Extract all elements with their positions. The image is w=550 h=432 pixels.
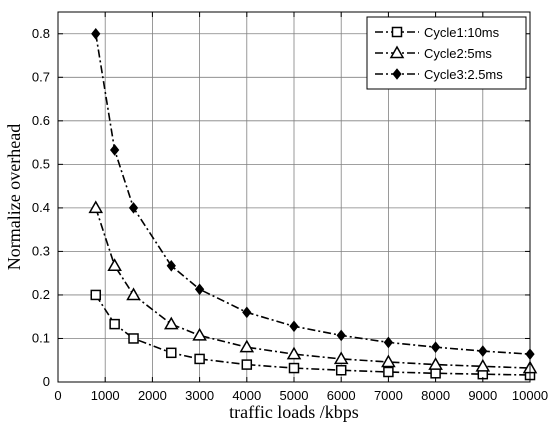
series-markers [88, 27, 538, 381]
x-tick-labels: 0 1000 2000 3000 4000 5000 6000 7000 8000 9000 100… [54, 388, 548, 403]
x-tick-label: 4000 [232, 388, 261, 403]
data-point-square [194, 353, 205, 365]
x-tick-label: 0 [54, 388, 61, 403]
x-axis-label: traffic loads /kbps [229, 402, 359, 422]
data-point-square [166, 347, 177, 359]
data-point-triangle [239, 339, 255, 353]
legend: Cycle1:10ms Cycle2:5ms Cycle3:2.5ms [366, 16, 527, 90]
data-point-square [430, 368, 441, 379]
x-tick-label: 8000 [421, 388, 450, 403]
series-line-2 [94, 207, 531, 369]
y-tick-label: 0.5 [32, 156, 50, 171]
data-point-diamond [289, 320, 299, 333]
data-point-triangle [107, 258, 122, 272]
data-point-triangle [163, 316, 179, 330]
y-tick-label: 0.3 [32, 243, 50, 258]
data-point-triangle [381, 354, 396, 368]
x-tick-label: 5000 [280, 388, 309, 403]
legend-label: Cycle2:5ms [424, 46, 492, 61]
y-tick-label: 0.2 [32, 287, 50, 302]
data-point-triangle [88, 200, 104, 214]
data-point-diamond [242, 306, 252, 319]
data-point-diamond [194, 283, 205, 296]
y-tick-label: 0.6 [32, 113, 50, 128]
x-tick-label: 6000 [327, 388, 356, 403]
data-point-triangle [428, 357, 443, 370]
x-tick-label: 3000 [185, 388, 214, 403]
data-point-diamond [392, 68, 402, 80]
y-tick-labels: 0 0.1 0.2 0.3 0.4 0.5 0.6 0.7 0.8 [32, 26, 50, 389]
data-point-diamond [336, 329, 346, 342]
data-point-triangle [333, 351, 349, 365]
data-point-square [288, 362, 300, 374]
y-tick-label: 0.4 [32, 200, 50, 215]
data-point-diamond [383, 336, 394, 349]
data-point-triangle [475, 358, 491, 372]
data-point-triangle [126, 287, 141, 301]
data-point-diamond [128, 202, 139, 214]
x-tick-label: 9000 [468, 388, 497, 403]
data-point-square [383, 366, 394, 378]
data-point-diamond [430, 341, 441, 353]
y-tick-label: 0.8 [32, 26, 50, 41]
data-point-square [391, 26, 403, 38]
data-point-square [90, 289, 102, 301]
data-point-square [335, 364, 347, 376]
y-tick-label: 0 [43, 374, 50, 389]
data-point-diamond [478, 345, 488, 357]
x-tick-label: 1000 [91, 388, 120, 403]
x-tick-label: 2000 [138, 388, 167, 403]
y-axis-label: Normalize overhead [4, 124, 24, 270]
data-point-triangle [192, 327, 207, 341]
y-tick-label: 0.7 [32, 69, 50, 84]
data-point-triangle [286, 346, 302, 360]
x-tick-label: 10000 [512, 388, 548, 403]
data-point-triangle [389, 45, 405, 59]
series-line-1 [95, 294, 531, 376]
x-tick-label: 7000 [374, 388, 403, 403]
data-point-square [241, 359, 253, 370]
legend-label: Cycle1:10ms [424, 25, 500, 40]
data-point-diamond [91, 27, 101, 40]
data-point-diamond [109, 144, 120, 156]
data-point-diamond [166, 259, 176, 272]
legend-label: Cycle3:2.5ms [424, 67, 503, 82]
data-point-square [128, 333, 139, 344]
data-point-square [109, 318, 120, 330]
y-tick-label: 0.1 [32, 330, 50, 345]
